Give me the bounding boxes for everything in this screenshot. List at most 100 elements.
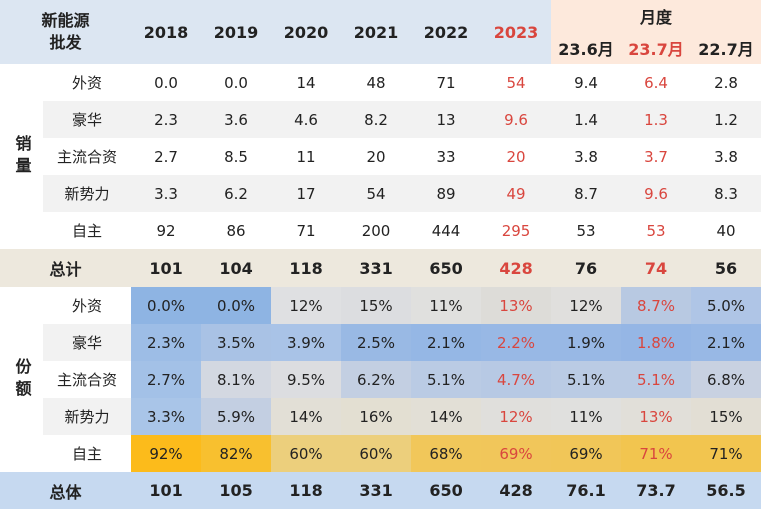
month-group-header: 月度 bbox=[551, 0, 761, 32]
share-total-row-value: 428 bbox=[481, 472, 552, 509]
share-value-cell: 16% bbox=[341, 398, 412, 435]
sales-value-cell: 1.3 bbox=[621, 101, 692, 138]
sales-value-cell: 200 bbox=[341, 212, 412, 249]
share-total-row-value: 118 bbox=[271, 472, 342, 509]
share-value-cell: 71% bbox=[621, 435, 692, 472]
share-category-label: 外资 bbox=[43, 287, 132, 324]
share-value-cell: 71% bbox=[691, 435, 761, 472]
share-value-cell: 5.1% bbox=[621, 361, 692, 398]
share-category-label: 新势力 bbox=[43, 398, 132, 435]
year-2019-header: 2019 bbox=[201, 0, 272, 64]
sales-value-cell: 3.8 bbox=[551, 138, 622, 175]
share-category-label: 主流合资 bbox=[43, 361, 132, 398]
sales-value-cell: 8.3 bbox=[691, 175, 761, 212]
month-23-6-header: 23.6月 bbox=[551, 32, 622, 64]
sales-value-cell: 54 bbox=[481, 64, 552, 101]
sales-total-row-value: 428 bbox=[481, 249, 552, 287]
sales-value-cell: 9.4 bbox=[551, 64, 622, 101]
header-row-top: 新能源 批发 2018 2019 2020 2021 2022 2023 月度 bbox=[0, 0, 761, 64]
corner-title: 新能源 批发 bbox=[0, 0, 132, 64]
year-2020-header: 2020 bbox=[271, 0, 342, 64]
share-total-row-value: 331 bbox=[341, 472, 412, 509]
sales-value-cell: 6.4 bbox=[621, 64, 692, 101]
sales-row: 销量 外资 0.0 0.0 14 48 71 54 9.4 6.4 2.8 bbox=[0, 64, 761, 249]
share-total-row-value: 56.5 bbox=[691, 472, 761, 509]
header-row-months: 23.6月 23.7月 22.7月 bbox=[0, 32, 761, 64]
share-total-row-value: 101 bbox=[131, 472, 202, 509]
sales-value-cell: 86 bbox=[201, 212, 272, 249]
share-total-row-value: 76.1 bbox=[551, 472, 622, 509]
sales-value-cell: 53 bbox=[551, 212, 622, 249]
month-22-7-header: 22.7月 bbox=[691, 32, 761, 64]
share-total-row-value: 650 bbox=[411, 472, 482, 509]
sales-value-cell: 4.6 bbox=[271, 101, 342, 138]
share-value-cell: 2.1% bbox=[411, 324, 482, 361]
sales-section-label-text: 销量 bbox=[12, 134, 32, 179]
sales-total-row-value: 331 bbox=[341, 249, 412, 287]
share-value-cell: 12% bbox=[551, 287, 622, 324]
share-value-cell: 9.5% bbox=[271, 361, 342, 398]
share-value-cell: 5.0% bbox=[691, 287, 761, 324]
share-value-cell: 82% bbox=[201, 435, 272, 472]
corner-line2: 批发 bbox=[49, 33, 82, 52]
share-value-cell: 5.1% bbox=[411, 361, 482, 398]
sales-row: 豪华 2.3 3.6 4.6 8.2 13 9.6 1.4 1.3 1.2 bbox=[0, 101, 761, 138]
share-value-cell: 1.9% bbox=[551, 324, 622, 361]
sales-value-cell: 49 bbox=[481, 175, 552, 212]
sales-total-row-value: 76 bbox=[551, 249, 622, 287]
sales-total-row-label: 总计 bbox=[0, 249, 132, 287]
share-value-cell: 2.7% bbox=[131, 361, 202, 398]
sales-value-cell: 1.2 bbox=[691, 101, 761, 138]
sales-section-label: 销量 bbox=[0, 64, 43, 249]
share-value-cell: 11% bbox=[551, 398, 622, 435]
share-row: 主流合资 2.7% 8.1% 9.5% 6.2% 5.1% 4.7% 5.1% 5.1% 6.8% bbox=[0, 361, 761, 398]
sales-total-row-value: 650 bbox=[411, 249, 482, 287]
sales-category-label: 主流合资 bbox=[43, 138, 132, 175]
corner-line1: 新能源 bbox=[41, 11, 90, 30]
sales-total-row-value: 104 bbox=[201, 249, 272, 287]
sales-value-cell: 11 bbox=[271, 138, 342, 175]
sales-total-row-value: 101 bbox=[131, 249, 202, 287]
share-value-cell: 68% bbox=[411, 435, 482, 472]
sales-value-cell: 54 bbox=[341, 175, 412, 212]
sales-value-cell: 3.3 bbox=[131, 175, 202, 212]
sales-total-row-value: 56 bbox=[691, 249, 761, 287]
sales-value-cell: 2.8 bbox=[691, 64, 761, 101]
share-row: 份额 外资 0.0% 0.0% 12% 15% 11% 13% 12% 8.7% 5.0% bbox=[0, 287, 761, 472]
share-value-cell: 15% bbox=[341, 287, 412, 324]
sales-total-row-value: 118 bbox=[271, 249, 342, 287]
share-row: 新势力 3.3% 5.9% 14% 16% 14% 12% 11% 13% 15% bbox=[0, 398, 761, 435]
share-value-cell: 6.8% bbox=[691, 361, 761, 398]
share-value-cell: 13% bbox=[621, 398, 692, 435]
share-value-cell: 60% bbox=[271, 435, 342, 472]
sales-row: 主流合资 2.7 8.5 11 20 33 20 3.8 3.7 3.8 bbox=[0, 138, 761, 175]
share-value-cell: 2.5% bbox=[341, 324, 412, 361]
sales-value-cell: 53 bbox=[621, 212, 692, 249]
sales-value-cell: 9.6 bbox=[481, 101, 552, 138]
year-2022-header: 2022 bbox=[411, 0, 482, 64]
sales-value-cell: 48 bbox=[341, 64, 412, 101]
sales-value-cell: 17 bbox=[271, 175, 342, 212]
share-total-row-value: 73.7 bbox=[621, 472, 692, 509]
share-value-cell: 12% bbox=[481, 398, 552, 435]
share-value-cell: 0.0% bbox=[201, 287, 272, 324]
share-section-label-text: 份额 bbox=[12, 357, 32, 402]
sales-value-cell: 40 bbox=[691, 212, 761, 249]
share-value-cell: 4.7% bbox=[481, 361, 552, 398]
share-total-row-value: 105 bbox=[201, 472, 272, 509]
sales-category-label: 新势力 bbox=[43, 175, 132, 212]
sales-value-cell: 89 bbox=[411, 175, 482, 212]
sales-value-cell: 14 bbox=[271, 64, 342, 101]
share-value-cell: 2.2% bbox=[481, 324, 552, 361]
share-value-cell: 69% bbox=[551, 435, 622, 472]
sales-value-cell: 444 bbox=[411, 212, 482, 249]
share-value-cell: 14% bbox=[271, 398, 342, 435]
share-total-row-label: 总体 bbox=[0, 472, 132, 509]
year-2023-header: 2023 bbox=[481, 0, 552, 64]
sales-value-cell: 6.2 bbox=[201, 175, 272, 212]
sales-value-cell: 13 bbox=[411, 101, 482, 138]
share-value-cell: 1.8% bbox=[621, 324, 692, 361]
sales-total-row: 总计 101 104 118 331 650 428 76 74 56 bbox=[0, 249, 761, 287]
share-category-label: 豪华 bbox=[43, 324, 132, 361]
